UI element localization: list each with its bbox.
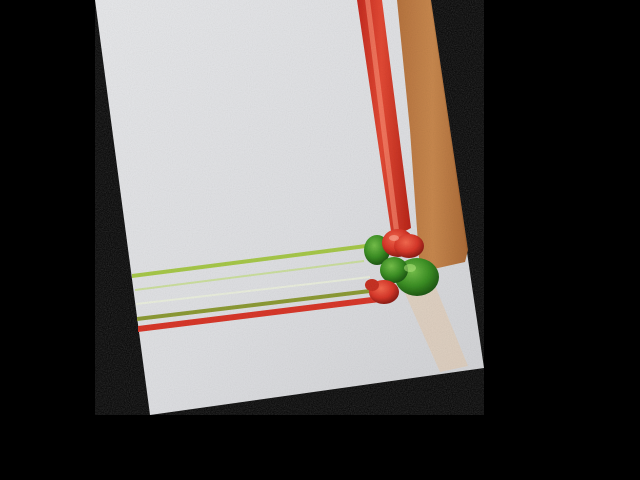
red-pepper-center bbox=[394, 234, 424, 258]
pepper-highlight-2 bbox=[389, 235, 399, 241]
yellow-green-line-top bbox=[132, 244, 366, 278]
olive-green-line-lower bbox=[137, 289, 370, 321]
green-pepper-middle bbox=[380, 257, 408, 283]
red-vertical-highlight bbox=[365, 0, 399, 232]
pepper-cluster bbox=[364, 229, 439, 304]
pepper-highlight-1 bbox=[404, 264, 416, 272]
faint-pale-line bbox=[136, 276, 370, 305]
orange-wood-strip bbox=[397, 0, 468, 272]
tilted-photo bbox=[95, 0, 484, 415]
red-horizontal-streak bbox=[138, 296, 380, 332]
red-pepper-stub bbox=[365, 279, 379, 291]
wood-light-reflection bbox=[400, 278, 468, 372]
yellow-green-line-mid bbox=[135, 260, 364, 291]
